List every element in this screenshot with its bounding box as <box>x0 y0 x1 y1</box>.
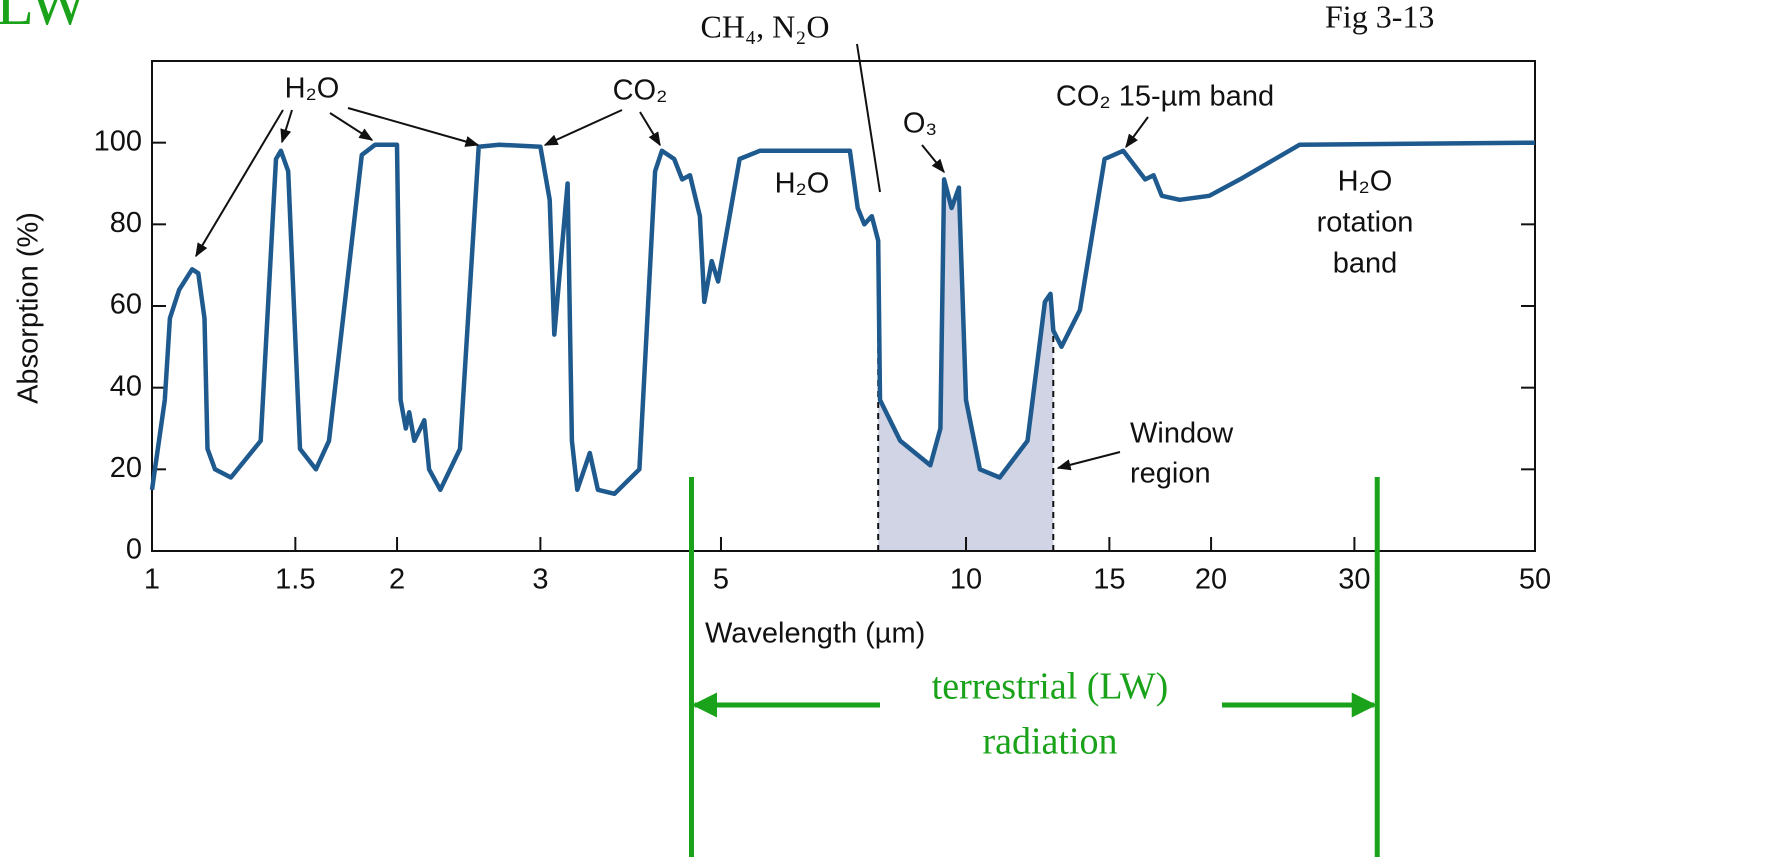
annotation: H₂O <box>285 73 340 105</box>
annotation: region <box>1130 458 1211 490</box>
x-axis-label: Wavelength (µm) <box>705 618 925 650</box>
x-tick-label: 5 <box>713 564 729 596</box>
arrow <box>347 107 480 147</box>
arrow <box>195 109 284 258</box>
arrow <box>280 109 293 144</box>
annotation: terrestrial (LW) <box>932 666 1169 708</box>
corner-label: LW <box>0 0 88 38</box>
arrow <box>921 144 945 174</box>
annotation: CH₄, N₂O <box>701 8 830 44</box>
window-shading <box>878 179 1054 551</box>
annotation: Window <box>1130 418 1234 450</box>
annotation: H₂O <box>1338 166 1393 198</box>
annotation: CO₂ <box>613 75 668 107</box>
arrow <box>639 111 661 147</box>
absorption-line <box>149 140 1536 497</box>
x-tick-label: 30 <box>1338 564 1370 596</box>
x-tick-label: 1 <box>144 564 160 596</box>
annotation: O₃ <box>903 108 937 140</box>
x-tick-label: 3 <box>532 564 548 596</box>
arrow <box>543 109 623 146</box>
arrow <box>856 43 881 193</box>
figure-label: Fig 3-13 <box>1325 0 1434 34</box>
annotation: CO₂ 15-µm band <box>1056 81 1274 113</box>
arrow <box>329 112 374 141</box>
plot-frame <box>151 60 1536 552</box>
annotation: radiation <box>982 721 1117 763</box>
x-tick-label: 20 <box>1195 564 1227 596</box>
y-axis-label: Absorption (%) <box>13 212 45 404</box>
y-tick-label: 0 <box>126 534 142 566</box>
arrow <box>1125 116 1149 149</box>
y-tick-label: 40 <box>110 370 142 402</box>
x-tick-label: 10 <box>950 564 982 596</box>
x-tick-label: 1.5 <box>275 564 315 596</box>
x-tick-label: 2 <box>389 564 405 596</box>
y-tick-label: 20 <box>110 452 142 484</box>
x-tick-label: 15 <box>1093 564 1125 596</box>
annotation: rotation <box>1317 207 1414 239</box>
arrow <box>1056 451 1121 471</box>
y-tick-label: 80 <box>110 207 142 239</box>
y-tick-label: 100 <box>94 125 142 157</box>
x-tick-label: 50 <box>1519 564 1551 596</box>
y-tick-label: 60 <box>110 289 142 321</box>
annotation: H₂O <box>775 168 830 200</box>
annotation: band <box>1333 248 1398 280</box>
